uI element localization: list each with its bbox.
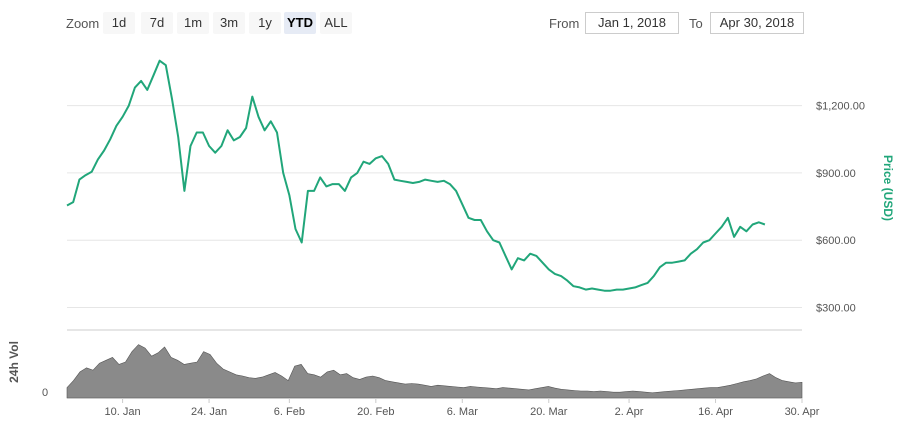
volume-zero-label: 0 (42, 387, 48, 399)
y-tick-label: $300.00 (816, 303, 856, 315)
zoom-1m-button[interactable]: 1m (177, 12, 209, 34)
zoom-1d-button[interactable]: 1d (103, 12, 135, 34)
x-tick-label: 6. Mar (447, 406, 479, 418)
x-tick-label: 30. Apr (785, 406, 820, 418)
from-date-input[interactable]: Jan 1, 2018 (585, 12, 679, 34)
zoom-label: Zoom (66, 16, 100, 31)
y-axis-labels: $300.00 $600.00 $900.00 $1,200.00 (816, 101, 865, 315)
x-tick-label: 24. Jan (191, 406, 227, 418)
volume-area-path (66, 344, 803, 399)
y-tick-label: $600.00 (816, 235, 856, 247)
x-tick-label: 6. Feb (274, 406, 305, 418)
zoom-all-button[interactable]: ALL (320, 12, 352, 34)
x-axis-labels: 10. Jan 24. Jan 6. Feb 20. Feb 6. Mar 20. Mar… (105, 398, 820, 418)
zoom-7d-button[interactable]: 7d (141, 12, 173, 34)
zoom-ytd-button[interactable]: YTD (284, 12, 316, 34)
zoom-1y-button[interactable]: 1y (249, 12, 281, 34)
y-tick-label: $1,200.00 (816, 101, 865, 113)
price-series (66, 59, 766, 292)
price-line (66, 59, 766, 292)
y-tick-label: $900.00 (816, 168, 856, 180)
x-tick-label: 2. Apr (615, 406, 644, 418)
x-tick-label: 20. Mar (530, 406, 568, 418)
zoom-3m-button[interactable]: 3m (213, 12, 245, 34)
x-tick-label: 20. Feb (357, 406, 394, 418)
to-date-input[interactable]: Apr 30, 2018 (710, 12, 804, 34)
volume-area (66, 344, 803, 399)
x-tick-label: 16. Apr (698, 406, 733, 418)
from-label: From (549, 16, 580, 31)
x-tick-label: 10. Jan (105, 406, 141, 418)
to-label: To (689, 16, 703, 31)
volume-axis-title: 24h Vol (7, 341, 21, 383)
y-axis-title: Price (USD) (881, 155, 895, 221)
